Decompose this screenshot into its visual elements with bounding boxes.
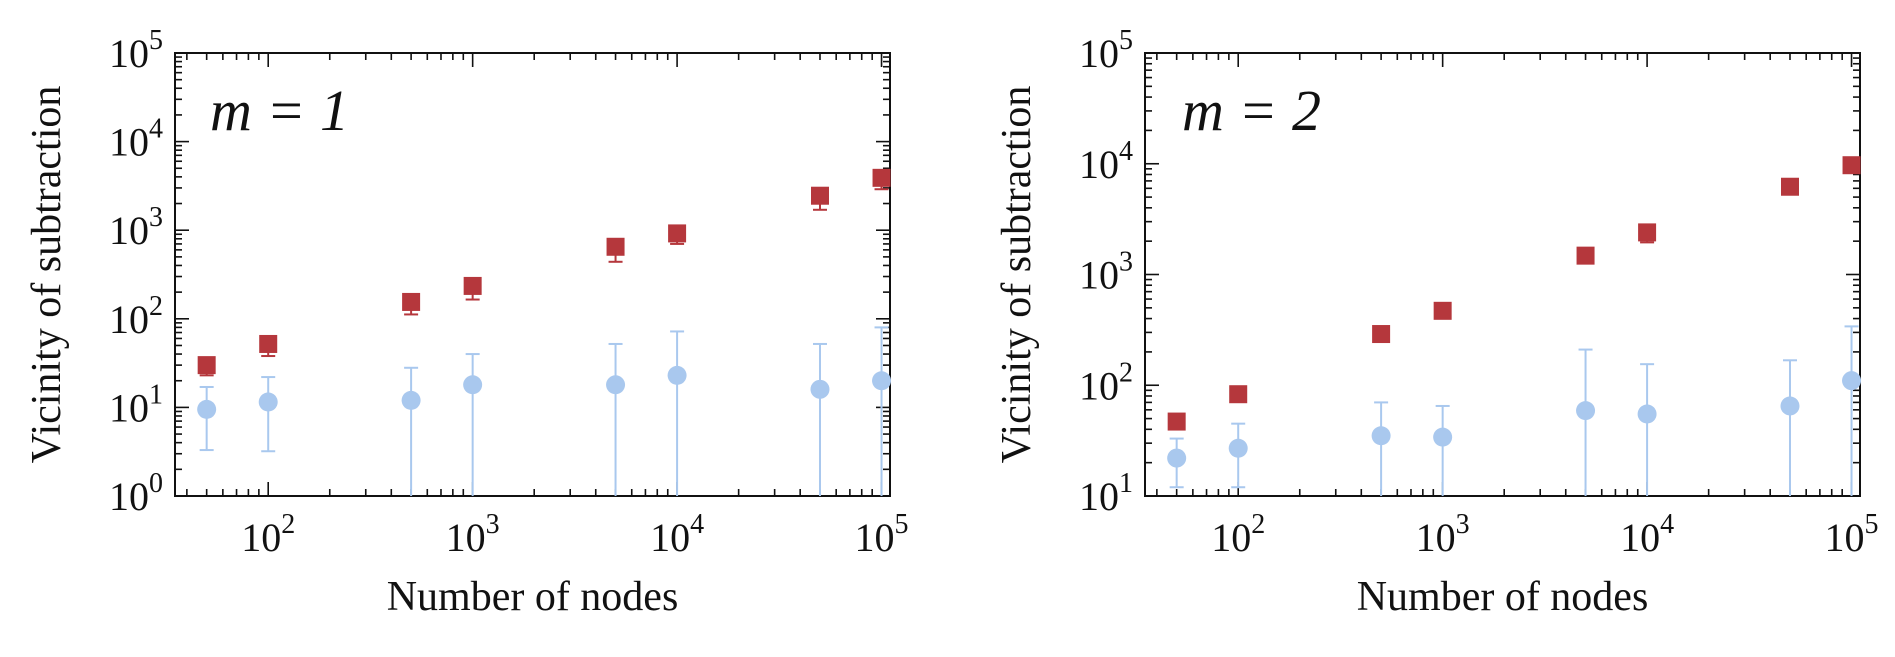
data-point-circle [1780,396,1800,416]
x-tick-label: 105 [855,509,909,560]
data-point-circle [606,375,626,395]
data-point-square [1842,156,1861,175]
plot-frame [174,52,891,497]
x-tick-label: 102 [241,509,295,560]
y-tick-label: 101 [109,379,163,430]
data-point-circle [258,392,278,412]
data-point-circle [401,390,421,410]
data-point-square [1576,246,1595,265]
data-point-square [1372,325,1391,344]
x-tick-label: 103 [446,509,500,560]
chart-panel-1: 102 103 104 105 100 101 102 103 104 105 Number of … [24,25,909,620]
y-tick-label: 104 [1079,136,1133,187]
data-point-square [1780,177,1799,196]
data-point-circle [1842,371,1862,391]
panel-label: m = 2 [1182,78,1321,143]
data-point-square [1167,412,1186,431]
data-point-circle [1637,404,1657,424]
data-point-square [668,224,687,243]
y-tick-label: 105 [1079,25,1133,76]
y-tick-label: 103 [109,202,163,253]
data-point-square [402,292,421,311]
x-axis-label: Number of nodes [1357,574,1649,620]
data-point-circle [1228,438,1248,458]
y-tick-label: 102 [1079,357,1133,408]
panel-label: m = 1 [210,78,349,143]
y-axis-label: Vicinity of subtraction [994,86,1040,464]
x-tick-label: 104 [1620,509,1674,560]
data-point-square [259,334,278,353]
data-point-square [1229,385,1248,404]
data-point-circle [463,375,483,395]
x-tick-label: 103 [1416,509,1470,560]
data-point-circle [810,379,830,399]
data-point-square [810,186,829,205]
data-point-square [872,168,891,187]
data-point-circle [1167,448,1187,468]
x-tick-label: 105 [1825,509,1879,560]
chart-panel-2: 102 103 104 105 101 102 103 104 105 Number of nod… [994,25,1879,620]
data-point-circle [872,371,892,391]
y-axis-label: Vicinity of subtraction [24,86,70,464]
y-tick-label: 102 [109,291,163,342]
y-tick-label: 100 [109,468,163,519]
x-axis-label: Number of nodes [387,574,679,620]
data-point-circle [197,399,217,419]
data-point-square [197,356,216,375]
y-tick-label: 103 [1079,247,1133,298]
data-point-circle [1371,426,1391,446]
data-point-square [1433,301,1452,320]
x-tick-label: 104 [650,509,704,560]
y-tick-label: 105 [109,25,163,76]
x-tick-label: 102 [1211,509,1265,560]
data-point-square [463,276,482,295]
data-point-square [606,237,625,256]
data-point-square [1638,223,1657,242]
data-point-circle [1576,401,1596,421]
y-tick-label: 101 [1079,468,1133,519]
data-point-circle [667,365,687,385]
y-tick-label: 104 [109,114,163,165]
data-point-circle [1433,427,1453,447]
